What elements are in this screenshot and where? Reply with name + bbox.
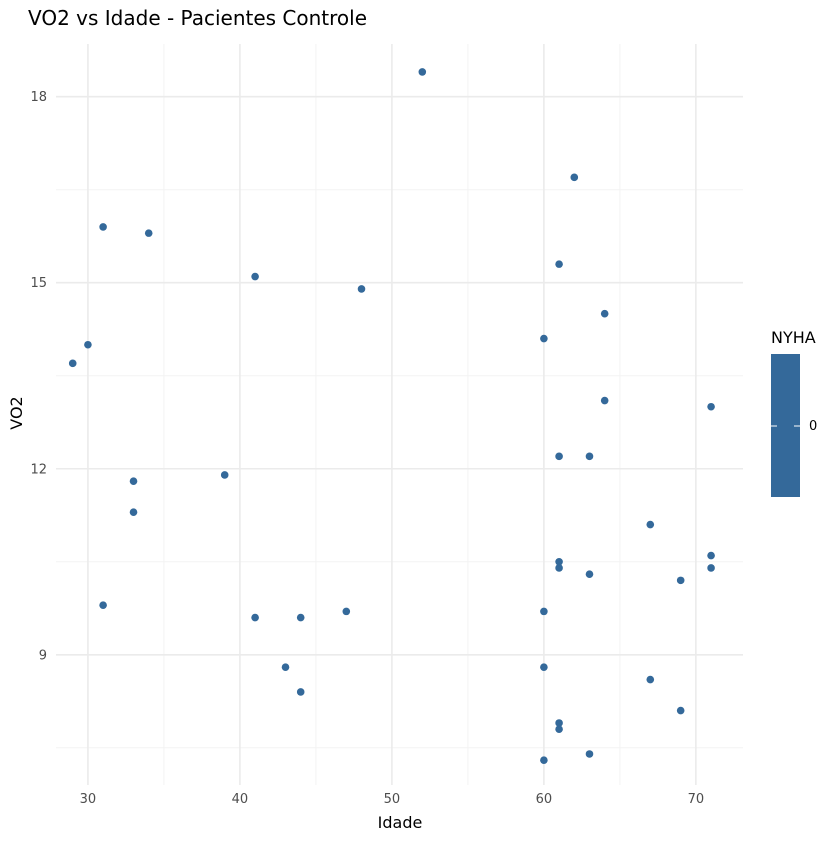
data-point <box>600 396 609 405</box>
data-point <box>540 756 548 764</box>
x-tick-label: 40 <box>232 792 249 807</box>
data-point <box>144 229 153 237</box>
data-point <box>220 471 229 479</box>
x-tick-label: 50 <box>384 792 401 807</box>
data-point <box>600 309 609 318</box>
data-point <box>676 576 685 585</box>
data-point <box>296 613 305 622</box>
data-point <box>251 272 259 281</box>
data-point <box>540 607 548 616</box>
y-tick-label: 18 <box>30 90 47 105</box>
data-point <box>555 260 563 268</box>
data-point <box>68 359 77 368</box>
data-point <box>251 613 259 622</box>
x-axis-ticks: 30 40 50 60 70 <box>80 792 705 807</box>
data-point <box>296 688 305 696</box>
data-point <box>99 601 107 609</box>
data-point <box>707 551 715 560</box>
data-point <box>707 564 715 572</box>
data-point <box>555 725 563 733</box>
data-point <box>342 607 351 616</box>
data-point <box>585 750 594 758</box>
data-point <box>676 706 685 715</box>
y-axis-title: VO2 <box>7 396 26 429</box>
data-point <box>418 68 427 76</box>
x-axis-title: Idade <box>378 813 423 832</box>
x-tick-label: 70 <box>688 792 705 807</box>
data-point <box>555 557 563 566</box>
x-tick-label: 30 <box>80 792 97 807</box>
data-point <box>570 173 579 182</box>
data-point <box>84 340 92 349</box>
data-point <box>585 570 594 578</box>
x-tick-label: 60 <box>536 792 553 807</box>
data-point <box>585 452 594 461</box>
data-point <box>357 285 366 293</box>
data-point <box>646 675 655 684</box>
grid <box>56 44 743 785</box>
data-point <box>129 508 138 516</box>
data-point <box>281 663 290 671</box>
data-points <box>68 68 715 764</box>
data-point <box>646 520 655 529</box>
data-point <box>555 452 563 461</box>
data-point <box>707 402 715 411</box>
legend-label: 0 <box>809 419 817 434</box>
y-axis-ticks: 9 12 15 18 <box>30 90 47 663</box>
chart-title: VO2 vs Idade - Pacientes Controle <box>28 6 367 30</box>
y-tick-label: 9 <box>39 648 47 663</box>
data-point <box>540 663 548 671</box>
y-tick-label: 15 <box>30 276 47 291</box>
y-tick-label: 12 <box>30 462 47 477</box>
legend: NYHA 0 <box>771 328 817 497</box>
data-point <box>555 719 563 727</box>
data-point <box>99 223 107 231</box>
data-point <box>129 477 138 485</box>
legend-title: NYHA <box>771 328 816 347</box>
data-point <box>540 334 548 343</box>
data-point <box>555 564 563 572</box>
